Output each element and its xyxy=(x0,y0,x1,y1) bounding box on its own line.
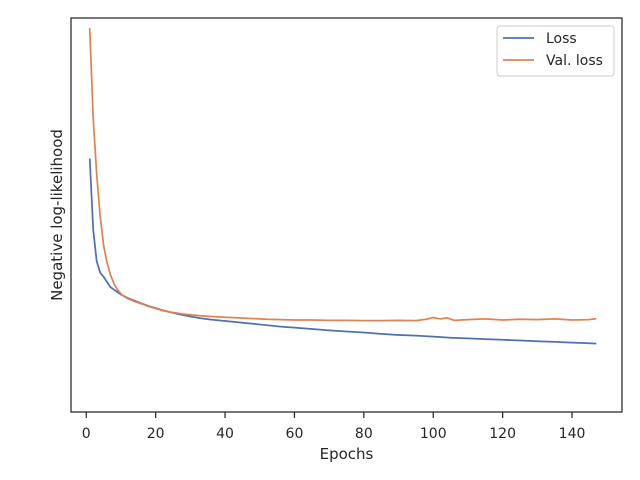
legend-label-loss: Loss xyxy=(546,31,577,47)
legend-label-val-loss: Val. loss xyxy=(546,53,603,69)
x-axis: 0 20 40 60 80 100 120 140 xyxy=(82,412,586,442)
x-tick-label: 60 xyxy=(286,426,304,442)
series-line-val-loss xyxy=(88,27,597,322)
legend: Loss Val. loss xyxy=(496,25,615,77)
x-tick-label: 80 xyxy=(355,426,373,442)
plot-area xyxy=(88,27,597,345)
x-tick-label: 140 xyxy=(559,426,586,442)
x-tick-label: 40 xyxy=(216,426,234,442)
y-axis-label: Negative log-likelihood xyxy=(48,129,66,301)
x-tick-label: 20 xyxy=(147,426,165,442)
series-line-loss xyxy=(88,158,597,345)
axes-frame xyxy=(70,17,623,413)
x-axis-label: Epochs xyxy=(320,445,374,463)
x-tick-label: 120 xyxy=(489,426,516,442)
x-tick-label: 100 xyxy=(420,426,447,442)
x-tick-label: 0 xyxy=(82,426,91,442)
